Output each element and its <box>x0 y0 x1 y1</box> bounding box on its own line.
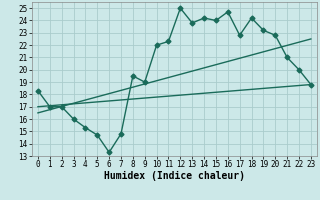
X-axis label: Humidex (Indice chaleur): Humidex (Indice chaleur) <box>104 171 245 181</box>
